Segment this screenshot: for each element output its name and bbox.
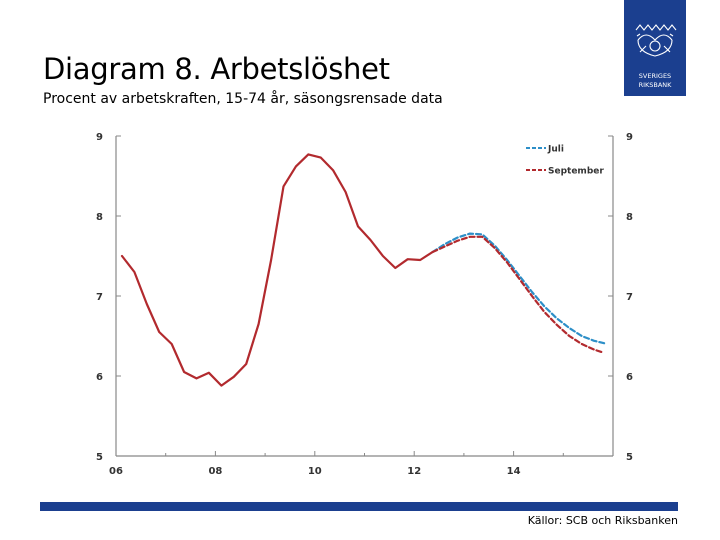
x-tick-label: 10 [308, 466, 322, 477]
logo-line-2: RIKSBANK [639, 81, 673, 89]
y-tick-label-left: 7 [96, 292, 103, 303]
series-layer [120, 153, 606, 387]
y-tick-label-right: 5 [626, 452, 633, 463]
y-tick-label-right: 9 [626, 132, 633, 143]
series-juli-line [431, 232, 606, 345]
x-axis: 06 08 10 12 14 [109, 451, 564, 477]
x-tick-label: 14 [507, 466, 521, 477]
x-tick-label: 12 [407, 466, 421, 477]
series-outcome-line [120, 153, 434, 387]
y-axis-left: 9 8 7 6 5 [96, 132, 121, 463]
series-september-line [431, 235, 606, 354]
x-tick-label: 06 [109, 466, 123, 477]
legend-label-september: September [548, 167, 604, 177]
legend: Juli September [526, 145, 604, 177]
brand-bar [40, 502, 678, 511]
y-tick-label-left: 8 [96, 212, 103, 223]
x-tick-label: 08 [208, 466, 222, 477]
page-title: Diagram 8. Arbetslöshet [43, 52, 390, 86]
plot-frame [115, 136, 614, 457]
logo-line-1: SVERIGES [639, 72, 671, 80]
riksbank-crest-icon: SVERIGES RIKSBANK [624, 0, 686, 96]
y-tick-label-right: 6 [626, 372, 633, 383]
y-axis-right: 9 8 7 6 5 [608, 132, 633, 463]
y-tick-label-left: 5 [96, 452, 103, 463]
y-tick-label-left: 6 [96, 372, 103, 383]
y-tick-label-left: 9 [96, 132, 103, 143]
source-note: Källor: SCB och Riksbanken [527, 514, 678, 527]
page-subtitle: Procent av arbetskraften, 15-74 år, säso… [43, 91, 443, 107]
legend-label-juli: Juli [547, 145, 564, 155]
y-tick-label-right: 8 [626, 212, 633, 223]
y-tick-label-right: 7 [626, 292, 633, 303]
